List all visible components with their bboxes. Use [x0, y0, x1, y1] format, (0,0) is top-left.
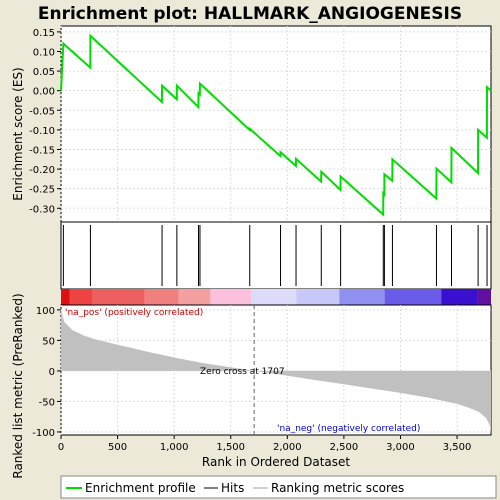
es-tick-label: -0.20: [29, 165, 55, 176]
metric-tick-label: 0: [49, 367, 55, 378]
es-tick-label: 0.00: [33, 87, 55, 98]
color-bar-segment: [144, 289, 179, 305]
metric-tick-label: -50: [39, 397, 55, 408]
color-bar-segment: [296, 289, 340, 305]
pos-label: 'na_pos' (positively correlated): [65, 308, 203, 318]
es-tick-label: 0.10: [33, 47, 55, 58]
x-axis-label: Rank in Ordered Dataset: [202, 455, 350, 469]
metric-tick-label: -100: [32, 428, 55, 439]
es-panel: 0.15 0.10 0.05 0.00 -0.05 -0.10 -0.15 -0.20 -0.2…: [29, 25, 492, 223]
ranking-metric-area: [61, 309, 491, 432]
metric-y-axis-label: Ranked list metric (PreRanked): [11, 293, 25, 478]
es-tick-label: -0.10: [29, 126, 55, 137]
legend-metric-label: Ranking metric scores: [271, 481, 404, 495]
metric-tick-label: 50: [42, 336, 55, 347]
es-tick-label: -0.05: [29, 106, 55, 117]
zero-cross-label: Zero cross at 1707: [200, 367, 285, 377]
x-tick-label: 2,000: [273, 442, 302, 453]
x-tick-label: 0: [58, 442, 64, 453]
x-tick-label: 3,500: [443, 442, 472, 453]
es-tick-label: 0.15: [33, 28, 55, 39]
es-tick-label: -0.25: [29, 185, 55, 196]
legend: Enrichment profile Hits Ranking metric s…: [60, 475, 497, 499]
color-bar-segment: [92, 289, 145, 305]
color-bar-segment: [384, 289, 442, 305]
metric-tick-label: 100: [36, 306, 55, 317]
hit-lines: [62, 225, 488, 286]
hits-area: [60, 221, 492, 290]
legend-hits-label: Hits: [221, 481, 244, 495]
ranking-color-bar: [61, 289, 491, 305]
es-y-ticks: 0.15 0.10 0.05 0.00 -0.05 -0.10 -0.15 -0.20 -0.2…: [29, 28, 61, 215]
color-bar-segment: [441, 289, 478, 305]
color-bar-segment: [178, 289, 211, 305]
es-plot-area: [60, 25, 492, 223]
hits-panel: [60, 221, 492, 305]
chart-title: Enrichment plot: HALLMARK_ANGIOGENESIS: [38, 4, 462, 24]
neg-label: 'na_neg' (negatively correlated): [277, 424, 420, 434]
es-tick-label: -0.30: [29, 204, 55, 215]
x-ticks: 0 500 1,000 1,500 2,000 2,500 3,000 3,500: [58, 435, 472, 453]
x-tick-label: 1,000: [160, 442, 189, 453]
es-grid: [60, 26, 491, 222]
es-tick-label: -0.15: [29, 145, 55, 156]
x-tick-label: 500: [108, 442, 127, 453]
es-y-axis-label: Enrichment score (ES): [11, 67, 25, 200]
es-tick-label: 0.05: [33, 67, 55, 78]
legend-box: [60, 475, 497, 499]
color-bar-segment: [61, 289, 70, 305]
legend-profile-label: Enrichment profile: [85, 481, 196, 495]
color-bar-segment: [477, 289, 491, 305]
color-bar-segment: [251, 289, 297, 305]
color-bar-segment: [210, 289, 252, 305]
x-tick-label: 3,000: [386, 442, 415, 453]
color-bar-segment: [339, 289, 385, 305]
enrichment-profile-line: [60, 33, 492, 217]
color-bar-segment: [69, 289, 93, 305]
metric-y-ticks: 100 50 0 -50 -100: [32, 306, 61, 439]
x-tick-label: 2,500: [330, 442, 359, 453]
x-tick-label: 1,500: [216, 442, 245, 453]
